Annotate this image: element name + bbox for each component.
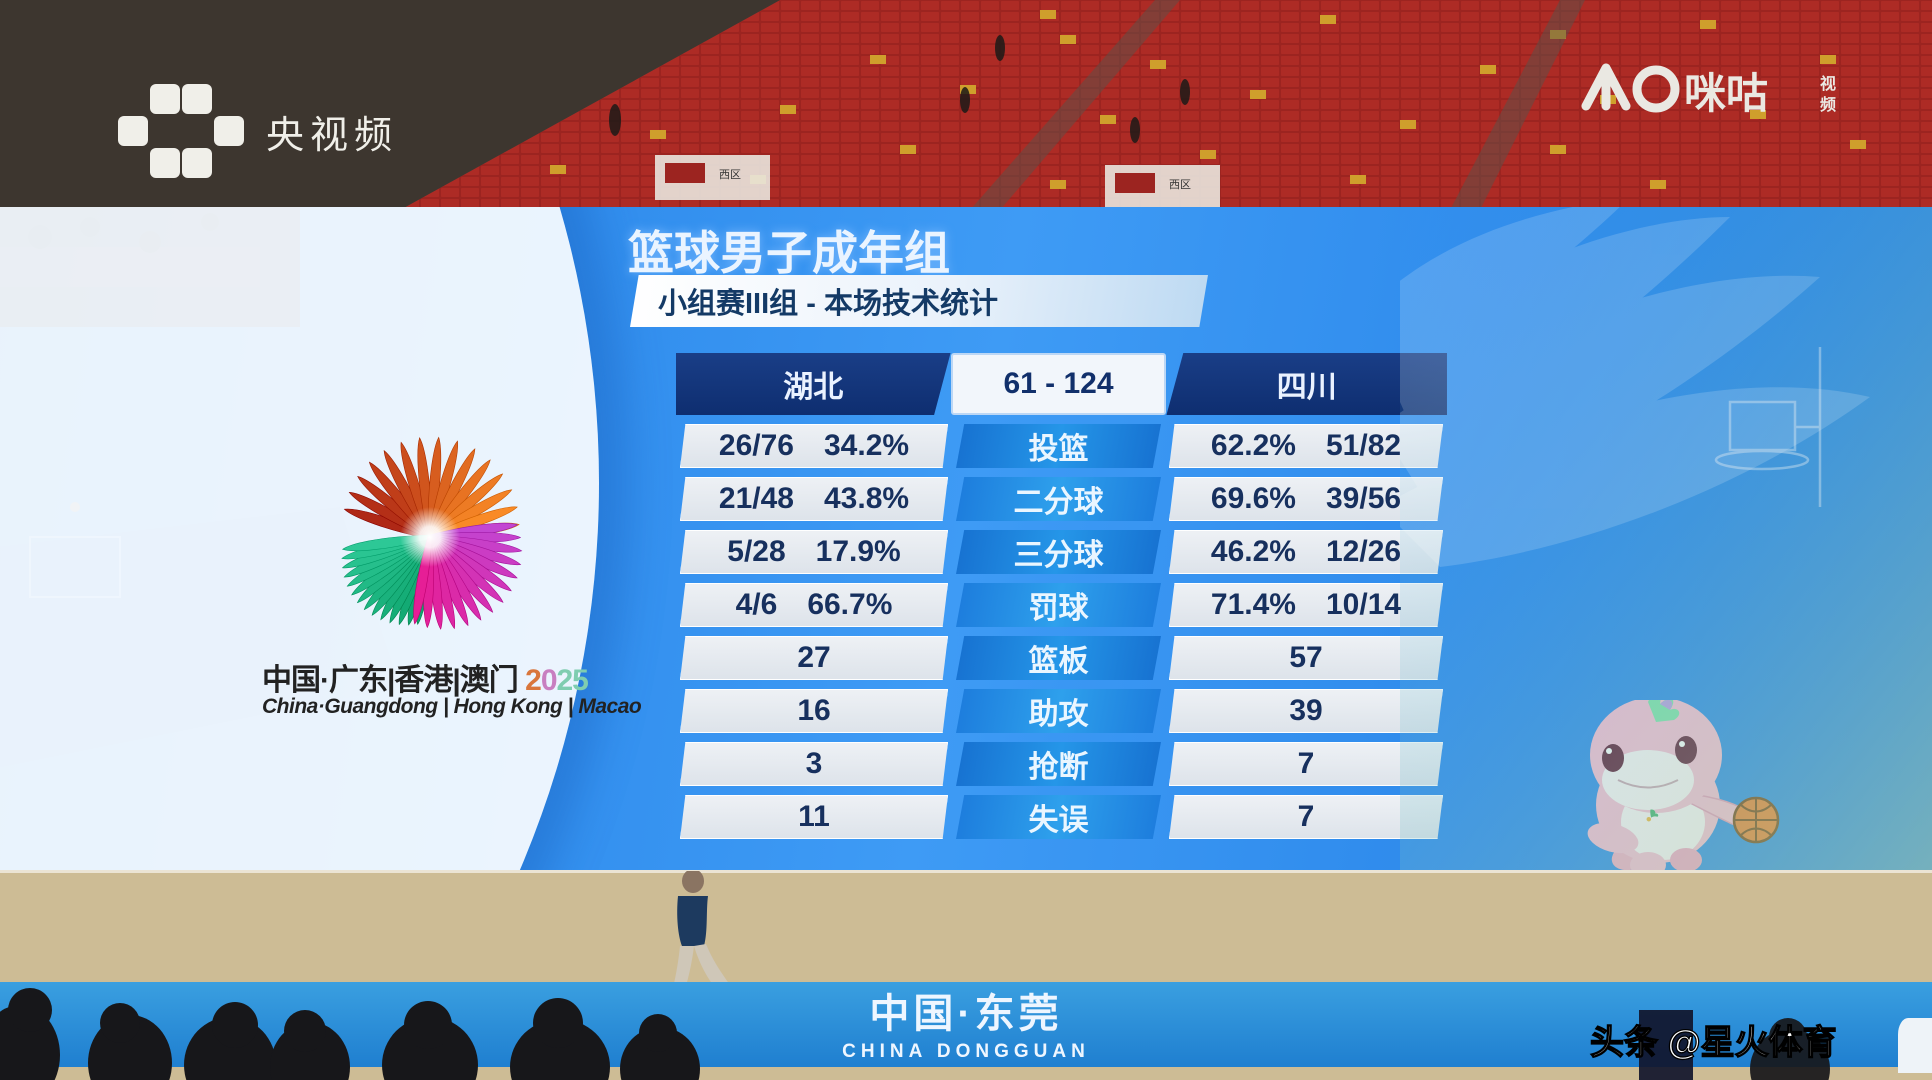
svg-text:咪咕: 咪咕 <box>1684 70 1768 117</box>
svg-text:频: 频 <box>1820 95 1836 114</box>
svg-text:西区: 西区 <box>1169 179 1191 191</box>
svg-text:视: 视 <box>1820 74 1836 93</box>
svg-text:西区: 西区 <box>719 169 741 181</box>
